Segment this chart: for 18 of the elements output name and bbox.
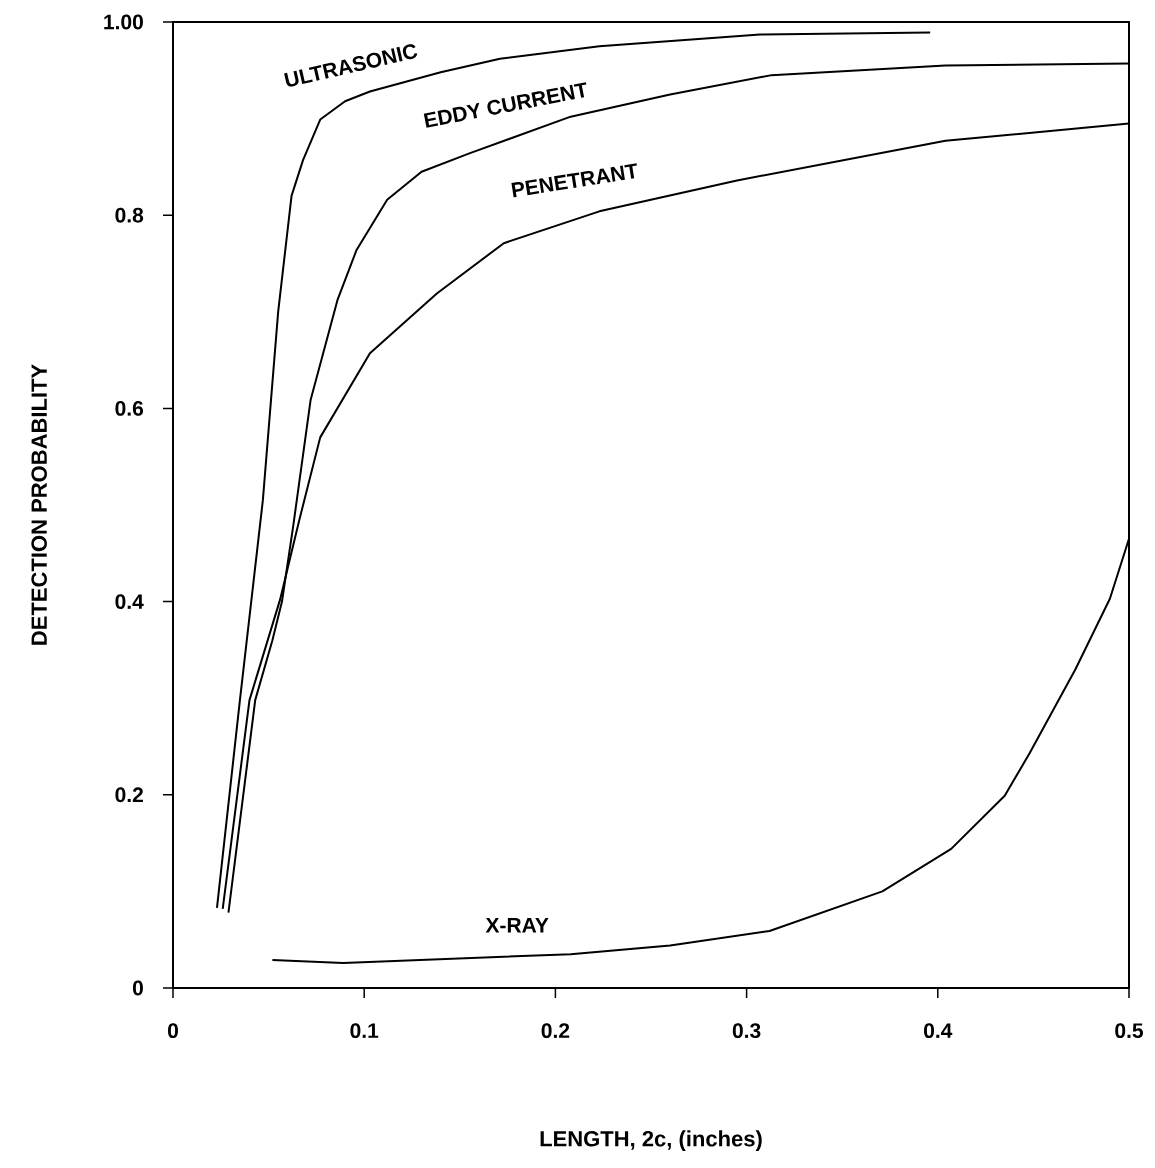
y-tick-label: 0 <box>132 980 143 996</box>
x-tick-label: 0 <box>167 1023 178 1039</box>
line-series <box>215 31 932 909</box>
y-tick-label: 1.00 <box>104 14 143 30</box>
series-label: X-RAY <box>485 917 549 933</box>
y-tick-label: 0.4 <box>115 594 144 610</box>
y-axis-title: DETECTION PROBABILITY <box>31 364 47 645</box>
x-tick-label: 0.5 <box>1115 1023 1143 1039</box>
y-tick-label: 0.2 <box>115 787 143 803</box>
y-tick-label: 0.6 <box>115 400 144 416</box>
y-tick-label: 0.8 <box>115 207 144 223</box>
x-axis-title: LENGTH, 2c, (inches) <box>540 1130 762 1151</box>
x-tick-label: 0.1 <box>350 1023 379 1039</box>
x-tick-label: 0.4 <box>924 1023 953 1039</box>
text: EDDY CURRENT <box>423 82 587 128</box>
x-tick-label: 0.2 <box>541 1023 570 1039</box>
text: PENETRANT <box>511 163 637 198</box>
x-tick-label: 0.3 <box>732 1023 761 1039</box>
